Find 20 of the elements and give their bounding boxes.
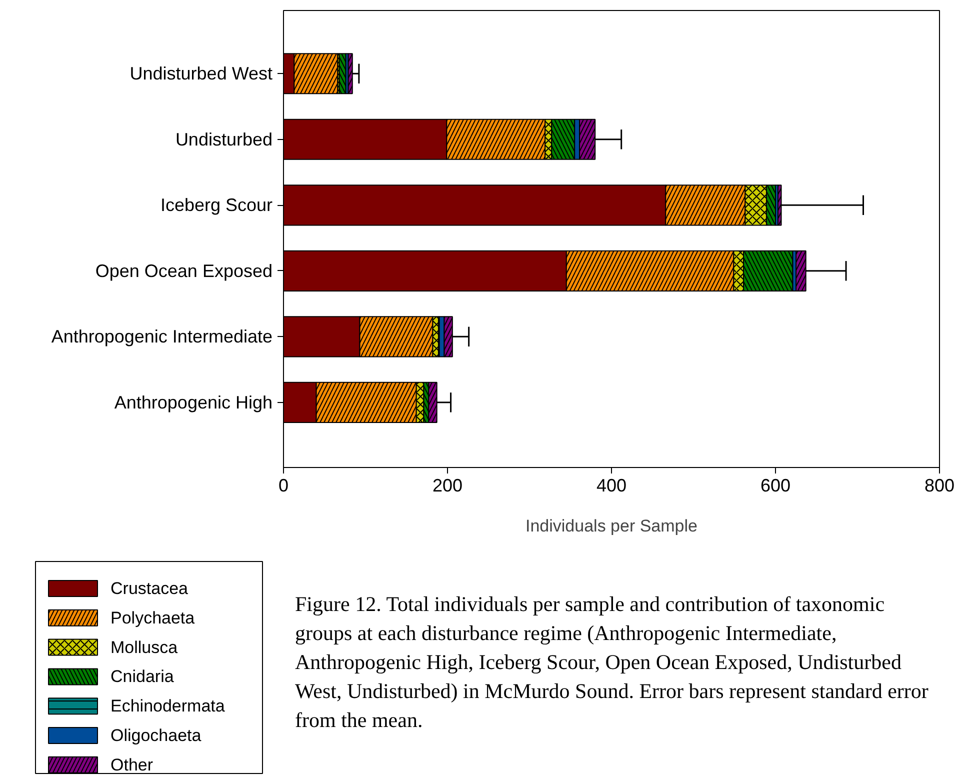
caption: Figure 12. Total individuals per sample and contribution of taxonomic groups at each disturbance regime (Anthropogenic Intermediate, Anthropogenic High, Iceberg Scour, Open Ocean Exposed, Undisturbed West, Undisturbed) in McMurdo Sound. Error bars represent standard error from the mean. xyxy=(295,591,930,734)
x-tick-label: 600 xyxy=(760,476,791,496)
x-tick-label: 200 xyxy=(432,476,463,496)
legend-label: Echinodermata xyxy=(110,696,226,716)
legend-label: Mollusca xyxy=(110,638,178,657)
y-tick-label: Undisturbed West xyxy=(130,64,272,84)
legend-label: Polychaeta xyxy=(110,608,196,628)
legend-label: Other xyxy=(110,755,154,774)
x-tick-label: 0 xyxy=(278,476,289,496)
y-tick-label: Undisturbed xyxy=(175,129,273,150)
x-tick-label: 800 xyxy=(924,476,955,496)
y-tick-label: Anthropogenic High xyxy=(114,392,273,412)
x-tick-label: 400 xyxy=(596,476,627,496)
x-axis-title: Individuals per Sample xyxy=(526,516,698,536)
y-tick-label: Anthropogenic Intermediate xyxy=(51,326,273,347)
legend-label: Cnidaria xyxy=(110,667,174,686)
legend-label: Oligochaeta xyxy=(110,726,202,745)
legend-label: Crustacea xyxy=(110,579,189,598)
y-tick-label: Open Ocean Exposed xyxy=(95,260,273,281)
y-tick-label: Iceberg Scour xyxy=(160,195,273,216)
